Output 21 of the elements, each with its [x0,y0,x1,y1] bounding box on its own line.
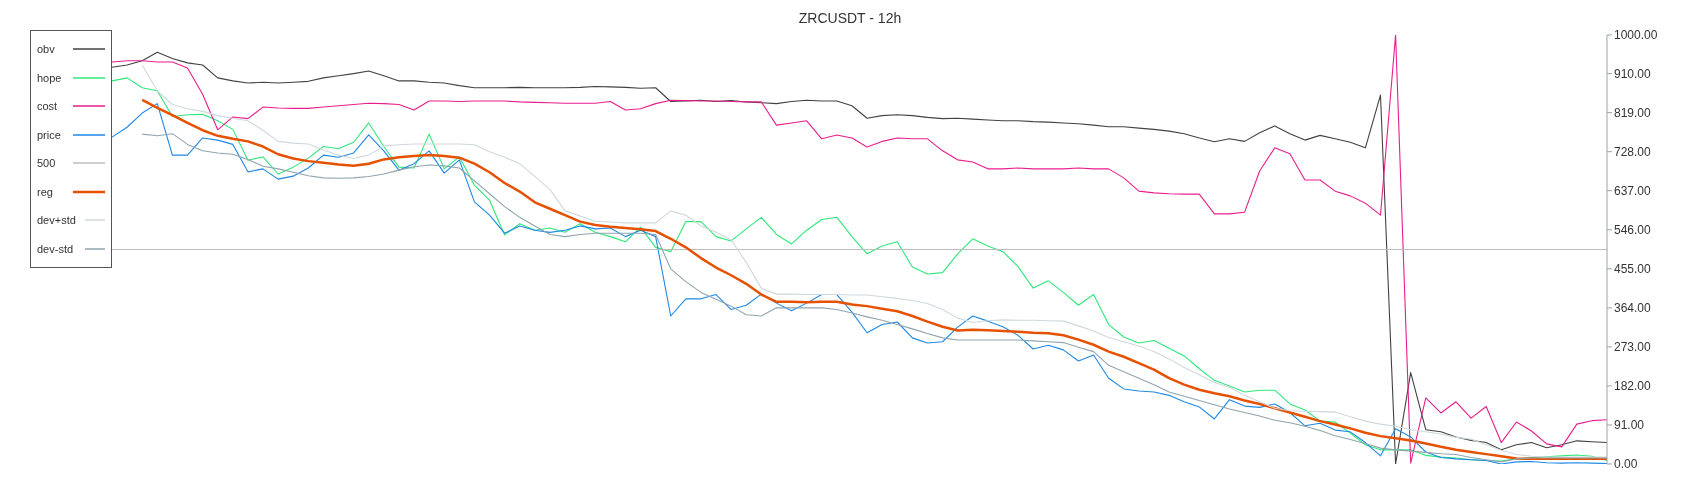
y-tick-label: 546.00 [1614,223,1652,238]
legend-label: cost [37,100,58,113]
y-tick-label: 182.00 [1614,379,1652,394]
legend-label: reg [37,185,53,198]
legend-label: dev+std [37,214,76,227]
legend-label: price [37,128,61,141]
y-tick-label: 364.00 [1614,301,1652,316]
y-tick-label: 0.00 [1614,457,1638,472]
y-tick-label: 1000.00 [1614,28,1658,43]
y-tick-label: 273.00 [1614,340,1652,355]
y-tick-label: 91.00 [1614,418,1645,433]
legend-label: obv [37,43,55,56]
legend-label: hope [37,71,62,84]
chart-title: ZRCUSDT - 12h [797,10,903,26]
y-tick-label: 637.00 [1614,183,1652,198]
y-tick-label: 910.00 [1614,66,1652,81]
y-tick-label: 728.00 [1614,144,1652,159]
y-tick-label: 819.00 [1614,105,1652,120]
legend-label: 500 [37,157,56,170]
legend-label: dev-std [37,242,74,255]
y-tick-label: 455.00 [1614,262,1652,277]
